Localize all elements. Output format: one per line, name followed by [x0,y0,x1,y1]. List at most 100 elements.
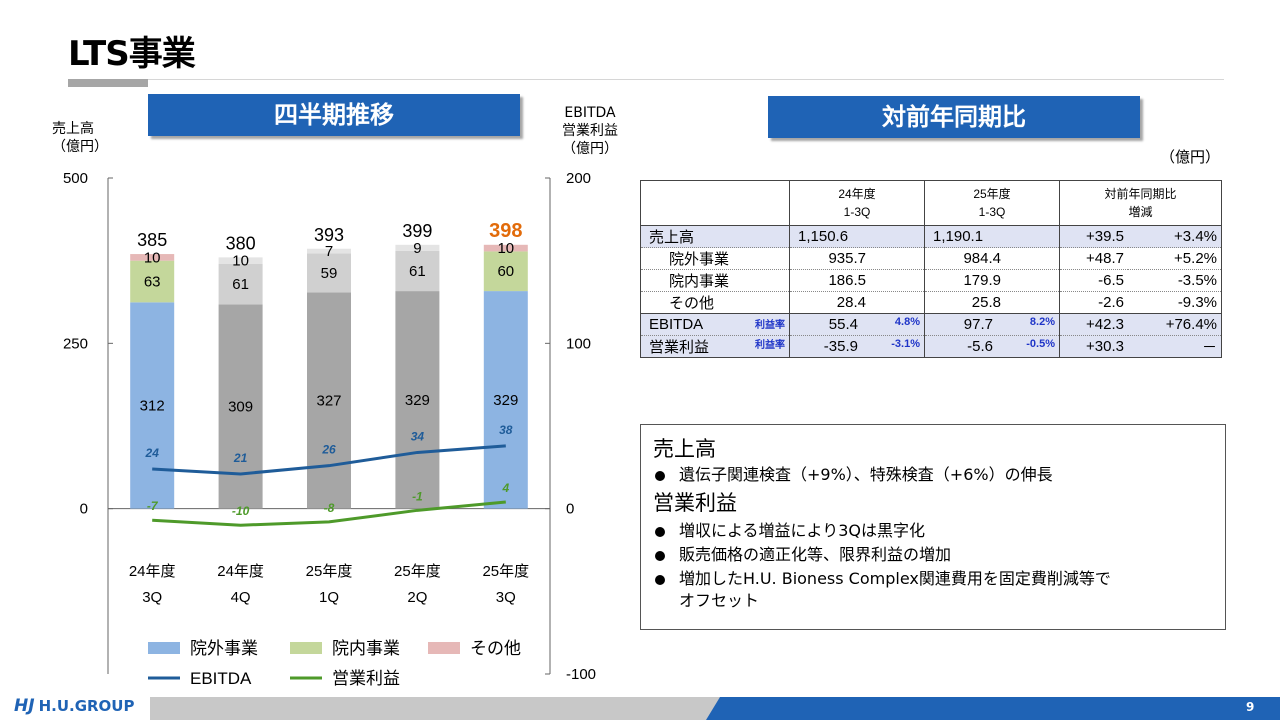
x-category-label: 4Q [231,589,251,606]
row-label-sales: 売上高 [640,225,790,248]
footer-bar-accent [706,697,1280,720]
cell-inside-25: 179.9 [924,269,1060,292]
right-axis-title: EBITDA 営業利益 （億円） [556,104,624,158]
cell-other-diff: -2.6 [1059,291,1128,314]
line-value-label: -10 [232,504,250,518]
row-label-ebitda: EBITDA 利益率 [640,313,790,336]
bar-segment [307,248,351,254]
cell-outside-24: 935.7 [789,247,925,270]
cell-sales-diff: +39.5 [1059,225,1128,248]
cell-other-pct: -9.3% [1128,291,1222,314]
bar-segment [130,254,175,261]
bar-segment [395,291,440,509]
table-header-row: 24年度 1-3Q 25年度 1-3Q 対前年同期比 増減 [640,180,1222,226]
x-category-label: 25年度 [482,563,529,580]
bullet-icon [655,526,665,537]
bullet-icon [655,470,665,481]
margin-value: -3.1% [891,338,920,350]
bar-segment [307,292,351,509]
bar-segment [218,257,263,264]
bar-value-label: 312 [140,397,165,414]
line-value-label: 26 [321,443,336,457]
table-row: 売上高 1,150.6 1,190.1 +39.5 +3.4% [640,225,1222,248]
margin-value: 4.8% [894,316,920,328]
row-label-outside: 院外事業 [640,247,790,270]
legend-label: その他 [470,639,521,658]
title-divider [68,79,1224,80]
table-row: 営業利益 利益率 -35.9 -3.1% -5.6 -0.5% +30.3 － [640,335,1222,358]
bar-value-label: 329 [405,392,430,409]
cell-ebitda-pct: +76.4% [1128,313,1222,336]
row-label-op-income: 営業利益 利益率 [640,335,790,358]
x-category-label: 3Q [142,589,162,606]
x-category-label: 3Q [496,589,516,606]
cell-inside-pct: -3.5% [1128,269,1222,292]
bar-total-label: 393 [314,225,344,245]
cell-outside-pct: +5.2% [1128,247,1222,270]
bar-value-label: 10 [144,249,161,266]
bar-segment [483,251,528,292]
cell-ebitda-diff: +42.3 [1059,313,1128,336]
table-header-25: 25年度 1-3Q [924,180,1060,226]
right-axis-label-line2: 営業利益 [562,123,618,139]
bar-segment [395,244,440,251]
summary-profit-item: 販売価格の適正化等、限界利益の増加 [655,541,951,565]
left-tick-label: 500 [63,170,88,187]
summary-box: 売上高 遺伝子関連検査（+9%）、特殊検査（+6%）の伸長 営業利益 増収による… [640,424,1226,630]
right-tick-label: -100 [566,666,596,683]
bar-value-label: 10 [232,253,249,270]
bar-segment [483,244,528,252]
bar-value-label: 7 [325,243,333,260]
cell-outside-diff: +48.7 [1059,247,1128,270]
table-row: 院内事業 186.5 179.9 -6.5 -3.5% [640,269,1222,292]
cell-sales-pct: +3.4% [1128,225,1222,248]
x-category-label: 25年度 [394,563,441,580]
bullet-icon [655,574,665,585]
left-axis-label-line1: 売上高 [52,121,94,137]
bar-total-label: 399 [402,221,432,241]
company-logo: HJ H.U.GROUP [14,696,135,716]
legend-swatch [148,642,180,654]
left-axis-label-line2: （億円） [52,139,108,155]
cell-op-25: -5.6 -0.5% [924,335,1060,358]
legend-label: EBITDA [190,669,252,688]
line-value-label: -7 [147,499,159,513]
cell-outside-25: 984.4 [924,247,1060,270]
table-unit: （億円） [1160,148,1221,166]
left-tick-label: 0 [80,501,88,518]
bar-value-label: 327 [316,393,341,410]
legend-label: 院内事業 [332,639,400,658]
yoy-table: 24年度 1-3Q 25年度 1-3Q 対前年同期比 増減 売上高 1,150.6 1… [640,180,1222,358]
bar-value-label: 9 [413,240,421,257]
line-value-label: 38 [499,423,513,437]
bar-segment [130,260,175,303]
right-tick-label: 200 [566,170,591,187]
legend-label: 営業利益 [332,669,400,688]
left-tick-label: 250 [63,335,88,352]
summary-profit-item: 増収による増益により3Qは黒字化 [655,517,925,541]
footer-bar [150,697,720,720]
x-category-label: 24年度 [129,563,176,580]
cell-inside-24: 186.5 [789,269,925,292]
line-value-label: 24 [145,446,160,460]
table-header-24: 24年度 1-3Q [789,180,925,226]
bullet-icon [655,550,665,561]
title-divider-accent [68,79,148,87]
bar-total-label: 380 [226,233,256,253]
cell-op-pct: － [1128,335,1222,358]
left-axis-title: 売上高 （億円） [52,120,108,156]
quarterly-trend-banner: 四半期推移 [148,94,520,136]
x-category-label: 25年度 [306,563,353,580]
line-value-label: 4 [501,481,509,495]
row-label-other: その他 [640,291,790,314]
legend-swatch [290,642,322,654]
right-tick-label: 100 [566,335,591,352]
margin-tag: 利益率 [755,320,785,331]
margin-tag: 利益率 [755,340,785,351]
bar-segment [130,302,175,509]
cell-ebitda-24: 55.4 4.8% [789,313,925,336]
bar-value-label: 309 [228,398,253,415]
legend-swatch [428,642,460,654]
legend-label: 院外事業 [190,639,258,658]
page-number: 9 [1246,700,1255,714]
